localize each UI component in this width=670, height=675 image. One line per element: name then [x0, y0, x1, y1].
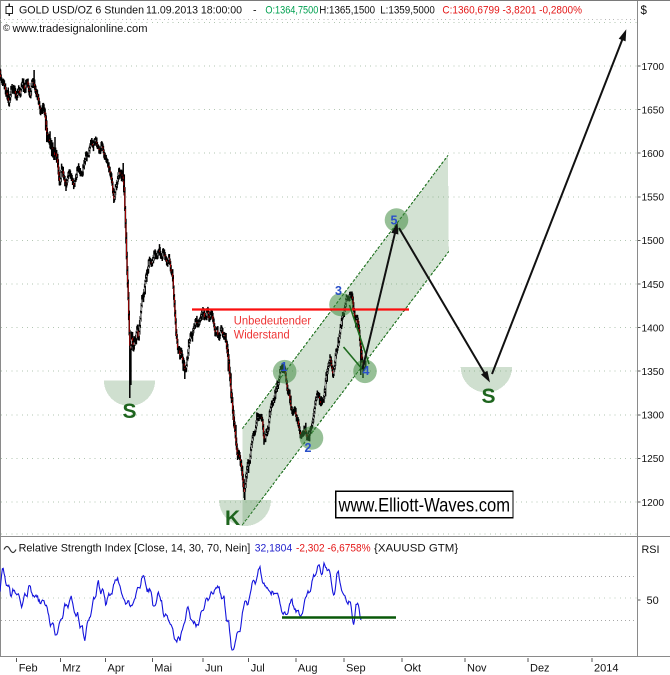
svg-text:{XAUUSD GTM}: {XAUUSD GTM}	[374, 543, 459, 555]
svg-text:4: 4	[363, 364, 370, 378]
svg-text:Nov: Nov	[467, 663, 487, 675]
svg-text:32,1804: 32,1804	[255, 543, 293, 555]
svg-text:Dez: Dez	[530, 663, 550, 675]
svg-text:1: 1	[281, 360, 288, 374]
svg-text:K: K	[225, 507, 240, 530]
svg-text:1450: 1450	[642, 279, 665, 291]
svg-text:1500: 1500	[642, 235, 665, 247]
svg-text:Mai: Mai	[154, 663, 172, 675]
svg-text:www.tradesignalonline.com: www.tradesignalonline.com	[11, 23, 147, 35]
svg-text:©: ©	[3, 23, 10, 34]
svg-text:Jul: Jul	[251, 663, 265, 675]
svg-text:Mrz: Mrz	[62, 663, 80, 675]
svg-text:1400: 1400	[642, 322, 665, 334]
svg-text:Sep: Sep	[346, 663, 366, 675]
svg-text:1650: 1650	[642, 104, 665, 116]
svg-text:Feb: Feb	[19, 663, 38, 675]
svg-text:2014: 2014	[594, 663, 618, 675]
svg-text:3: 3	[335, 284, 342, 298]
svg-text:50: 50	[647, 595, 659, 607]
svg-text:O:1364,7500: O:1364,7500	[265, 5, 318, 17]
svg-text:H:1365,1500: H:1365,1500	[319, 5, 375, 17]
svg-text:1250: 1250	[642, 453, 665, 465]
svg-text:Okt: Okt	[404, 663, 421, 675]
svg-text:C:1360,6799 -3,8201 -0,2800%: C:1360,6799 -3,8201 -0,2800%	[442, 5, 582, 17]
svg-text:Jun: Jun	[205, 663, 223, 675]
svg-text:www.Elliott-Waves.com: www.Elliott-Waves.com	[338, 495, 510, 517]
svg-text:L:1359,5000: L:1359,5000	[380, 5, 435, 17]
svg-text:$: $	[641, 5, 648, 17]
svg-text:2: 2	[305, 441, 312, 455]
svg-text:1200: 1200	[642, 497, 665, 509]
svg-text:Widerstand: Widerstand	[234, 328, 290, 342]
svg-text:RSI: RSI	[642, 544, 660, 556]
svg-text:1600: 1600	[642, 148, 665, 160]
svg-text:1550: 1550	[642, 192, 665, 204]
svg-text:1700: 1700	[642, 61, 665, 73]
svg-text:1300: 1300	[642, 410, 665, 422]
svg-text:Relative Strength Index [Close: Relative Strength Index [Close, 14, 30, …	[19, 543, 251, 555]
svg-text:S: S	[482, 385, 496, 408]
svg-text:-: -	[253, 5, 257, 17]
svg-text:11.09.2013 18:00:00: 11.09.2013 18:00:00	[146, 5, 242, 17]
svg-text:-2,302 -6,6758%: -2,302 -6,6758%	[296, 543, 371, 555]
svg-text:Aug: Aug	[298, 663, 318, 675]
svg-text:Apr: Apr	[108, 663, 125, 675]
svg-text:Unbedeutender: Unbedeutender	[234, 314, 311, 328]
svg-text:1350: 1350	[642, 366, 665, 378]
svg-text:S: S	[123, 400, 137, 423]
svg-text:GOLD USD/OZ 6 Stunden: GOLD USD/OZ 6 Stunden	[19, 5, 144, 17]
svg-text:5: 5	[391, 214, 398, 228]
